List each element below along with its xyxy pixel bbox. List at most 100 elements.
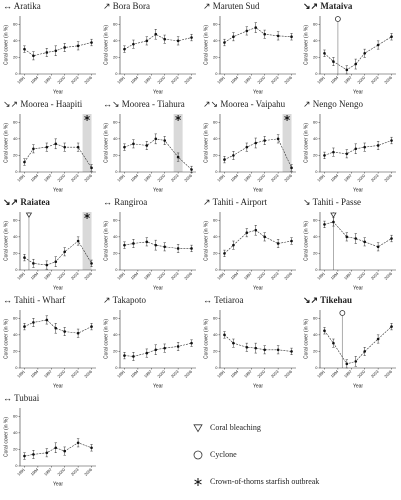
trend-line [24, 143, 92, 169]
point [145, 240, 149, 244]
y-tick-label: 40 [113, 332, 118, 337]
y-tick-label: 0 [315, 267, 318, 272]
point [176, 247, 180, 250]
event-symbol [175, 115, 181, 121]
y-tick-label: 60 [313, 21, 318, 26]
axes [319, 114, 396, 173]
y-tick-label: 40 [313, 234, 318, 239]
x-tick-label: 2000 [156, 74, 166, 84]
legend-label: Crown-of-thorns starfish outbreak [210, 477, 319, 486]
x-tick-label: 1997 [43, 74, 53, 84]
x-tick-label: 2006 [283, 172, 293, 182]
x-tick-label: 1991 [216, 74, 226, 84]
axes [19, 408, 96, 467]
point [290, 350, 293, 353]
x-axis-label: Year [353, 187, 363, 193]
y-tick-label: 40 [13, 430, 18, 435]
trend-line [24, 42, 92, 57]
x-axis-label: Year [253, 187, 263, 193]
y-tick-label: 40 [13, 332, 18, 337]
y-tick-label: 20 [313, 152, 318, 157]
x-tick-label: 2006 [383, 368, 393, 378]
x-tick-label: 1997 [343, 74, 353, 84]
point [363, 51, 367, 55]
x-tick-label: 1991 [116, 172, 126, 182]
x-tick-label: 2000 [156, 172, 166, 182]
point [254, 141, 258, 145]
y-tick-label: 0 [15, 267, 18, 272]
axes [219, 310, 296, 369]
y-tick-label: 60 [113, 217, 118, 222]
point [163, 139, 167, 142]
x-tick-label: 1994 [230, 368, 240, 378]
y-tick-label: 40 [13, 38, 18, 43]
event-symbol [193, 424, 203, 433]
point [132, 355, 135, 358]
point [223, 252, 226, 255]
x-tick-label: 2003 [170, 172, 180, 182]
point [76, 145, 80, 149]
y-tick-label: 60 [13, 413, 18, 418]
trend-line [324, 221, 392, 248]
point [76, 239, 80, 243]
y-tick-label: 20 [313, 250, 318, 255]
x-tick-label: 1991 [316, 74, 326, 84]
x-tick-label: 1991 [16, 172, 26, 182]
point [363, 145, 367, 149]
y-tick-label: 40 [13, 136, 18, 141]
point [376, 337, 380, 341]
x-tick-label: 1994 [30, 74, 40, 84]
x-tick-label: 1994 [130, 172, 140, 182]
x-tick-label: 2000 [56, 270, 66, 280]
point [223, 41, 226, 44]
y-tick-label: 20 [113, 250, 118, 255]
point [23, 454, 26, 458]
point [276, 242, 280, 245]
point [145, 351, 149, 355]
y-axis-label: Coral cover (in %) [3, 25, 9, 65]
x-tick-label: 2000 [356, 270, 366, 280]
x-tick-label: 1991 [216, 368, 226, 378]
point [90, 166, 93, 170]
x-tick-label: 1994 [230, 270, 240, 280]
y-tick-label: 40 [313, 136, 318, 141]
axes [219, 212, 296, 271]
point [376, 144, 380, 147]
x-tick-label: 1994 [330, 172, 340, 182]
x-tick-label: 2003 [370, 74, 380, 84]
x-tick-label: 2006 [83, 466, 93, 476]
point [154, 32, 158, 36]
x-tick-label: 2006 [83, 270, 93, 280]
point [45, 318, 49, 322]
trend-line [324, 36, 392, 71]
axes [219, 16, 296, 75]
x-tick-label: 1997 [243, 172, 253, 182]
point [363, 350, 367, 353]
x-tick-label: 1997 [143, 74, 153, 84]
circle [339, 310, 346, 316]
x-tick-label: 1991 [216, 270, 226, 280]
x-tick-label: 1997 [343, 172, 353, 182]
x-tick-label: 2006 [183, 368, 193, 378]
y-axis-label: Coral cover (in %) [303, 221, 309, 261]
x-tick-label: 2006 [183, 270, 193, 280]
point [245, 345, 249, 349]
x-tick-label: 1991 [316, 172, 326, 182]
y-axis-label: Coral cover (in %) [203, 221, 209, 261]
y-tick-label: 60 [213, 21, 218, 26]
chart-title: ↔ Aratika [3, 1, 41, 11]
y-tick-label: 40 [113, 234, 118, 239]
y-tick-label: 20 [113, 348, 118, 353]
event-symbol [25, 212, 33, 219]
point [390, 237, 393, 240]
y-tick-label: 20 [13, 250, 18, 255]
x-tick-label: 1994 [230, 172, 240, 182]
x-tick-label: 2003 [370, 270, 380, 280]
y-tick-label: 60 [113, 21, 118, 26]
point [354, 237, 358, 240]
y-tick-label: 0 [315, 365, 318, 370]
y-tick-label: 60 [213, 315, 218, 320]
event-span [82, 212, 92, 270]
x-tick-label: 2006 [383, 74, 393, 84]
